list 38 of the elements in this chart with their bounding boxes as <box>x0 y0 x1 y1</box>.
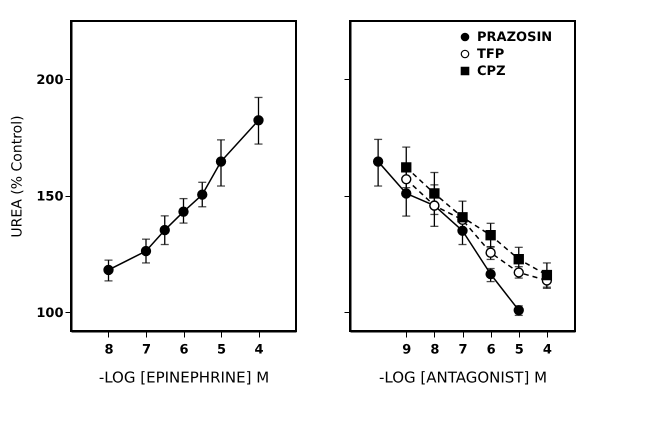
x-axis-title: -LOG [ANTAGONIST] M <box>378 368 548 386</box>
point <box>197 189 208 200</box>
legend-label: CPZ <box>477 64 506 79</box>
y-tick-label: 150 <box>36 189 64 204</box>
legend-label: TFP <box>477 47 504 62</box>
x-tick-label: 8 <box>430 342 440 358</box>
x-tick-label: 9 <box>402 342 412 358</box>
point <box>429 188 440 199</box>
point <box>485 268 496 280</box>
y-tick-label: 200 <box>36 72 64 88</box>
x-tick-label: 7 <box>142 342 152 358</box>
point <box>216 156 226 167</box>
point <box>514 254 524 264</box>
point <box>253 115 264 126</box>
x-tick-label: 4 <box>254 342 264 358</box>
legend-label: PRAZOSIN <box>477 30 552 45</box>
x-tick-label: 4 <box>542 342 552 358</box>
point <box>542 270 552 280</box>
point <box>103 264 114 276</box>
x-tick-label: 5 <box>514 342 524 358</box>
point <box>140 246 152 256</box>
point <box>401 174 412 184</box>
point <box>485 230 496 240</box>
point <box>457 212 468 222</box>
x-tick-label: 6 <box>179 342 189 358</box>
x-axis-title: -LOG [EPINEPHRINE] M <box>98 368 270 386</box>
point <box>457 226 468 236</box>
x-tick-label: 7 <box>458 342 468 358</box>
x-tick-label: 8 <box>104 342 114 358</box>
point <box>160 224 170 236</box>
point <box>401 188 412 199</box>
point <box>401 162 412 173</box>
point <box>178 206 189 217</box>
x-tick-label: 5 <box>216 342 226 358</box>
x-tick-label: 6 <box>486 342 496 358</box>
point <box>372 156 384 167</box>
y-axis-title: UREA (% Control) <box>9 115 26 238</box>
y-tick-label: 100 <box>36 306 64 321</box>
